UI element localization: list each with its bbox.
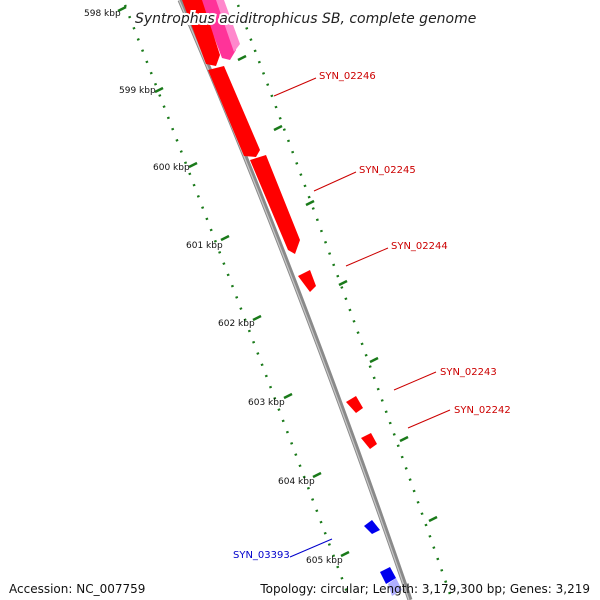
major-tick <box>237 54 247 62</box>
tick-label: 600 kbp <box>153 163 190 173</box>
feature-gene-02246 <box>208 66 260 157</box>
leader-line <box>289 538 333 558</box>
major-tick <box>154 86 164 94</box>
gene-label: SYN_02246 <box>319 71 376 82</box>
gene-label: SYN_02244 <box>391 241 448 252</box>
label-leader-lines <box>273 77 451 558</box>
genome-backbone <box>177 0 413 600</box>
gene-labels: SYN_02246 SYN_02245 SYN_02244 SYN_02243 … <box>233 71 511 561</box>
leader-line <box>313 171 357 192</box>
major-tick <box>283 392 293 400</box>
feature-reverse-bottom <box>380 567 396 584</box>
feature-gene-02244 <box>298 270 316 292</box>
gene-label: SYN_02245 <box>359 165 416 176</box>
feature-reverse-bottom-light <box>388 578 402 596</box>
major-tick <box>273 124 283 132</box>
map-title: Syntrophus aciditrophicus SB, complete g… <box>135 11 476 27</box>
tick-labels: 598 kbp 599 kbp 600 kbp 601 kbp 602 kbp … <box>84 9 343 566</box>
genome-summary-text: Topology: circular; Length: 3,179,300 bp… <box>260 582 590 596</box>
accession-text: Accession: NC_007759 <box>9 582 146 596</box>
tick-label: 598 kbp <box>84 9 121 19</box>
tick-label: 599 kbp <box>119 86 156 96</box>
leader-line <box>345 247 389 267</box>
outer-tick-track <box>236 4 454 600</box>
outer-major-ticks <box>237 54 438 523</box>
tick-label: 605 kbp <box>306 556 343 566</box>
major-tick <box>338 279 348 287</box>
leader-line <box>273 77 317 97</box>
feature-gene-02245 <box>250 155 300 254</box>
major-tick <box>340 550 350 558</box>
gene-label: SYN_02242 <box>454 405 511 416</box>
feature-highlight <box>200 0 236 60</box>
major-tick <box>220 234 230 242</box>
tick-label: 604 kbp <box>278 477 315 487</box>
feature-gene-02243 <box>346 396 363 413</box>
feature-highlight-light <box>216 0 240 52</box>
genome-backbone-highlight <box>178 0 410 600</box>
major-tick <box>305 199 315 207</box>
major-tick <box>399 435 409 443</box>
tick-label: 601 kbp <box>186 241 223 251</box>
leader-line <box>393 371 437 391</box>
gene-label: SYN_02243 <box>440 367 497 378</box>
inner-tick-track <box>123 4 352 600</box>
tick-label: 603 kbp <box>248 398 285 408</box>
feature-gene-02242 <box>361 433 377 449</box>
major-tick <box>117 5 127 13</box>
gene-label: SYN_03393 <box>233 550 290 561</box>
major-tick <box>188 161 198 169</box>
major-tick <box>428 515 438 523</box>
inner-major-ticks <box>117 5 350 558</box>
major-tick <box>252 314 262 322</box>
features <box>182 0 402 596</box>
leader-line <box>407 409 451 429</box>
tick-label: 602 kbp <box>218 319 255 329</box>
feature-gene-03393 <box>364 520 380 534</box>
major-tick <box>369 356 379 364</box>
major-tick <box>312 471 322 479</box>
tick-tracks <box>123 4 454 600</box>
feature-gene-02246-top <box>182 0 220 66</box>
